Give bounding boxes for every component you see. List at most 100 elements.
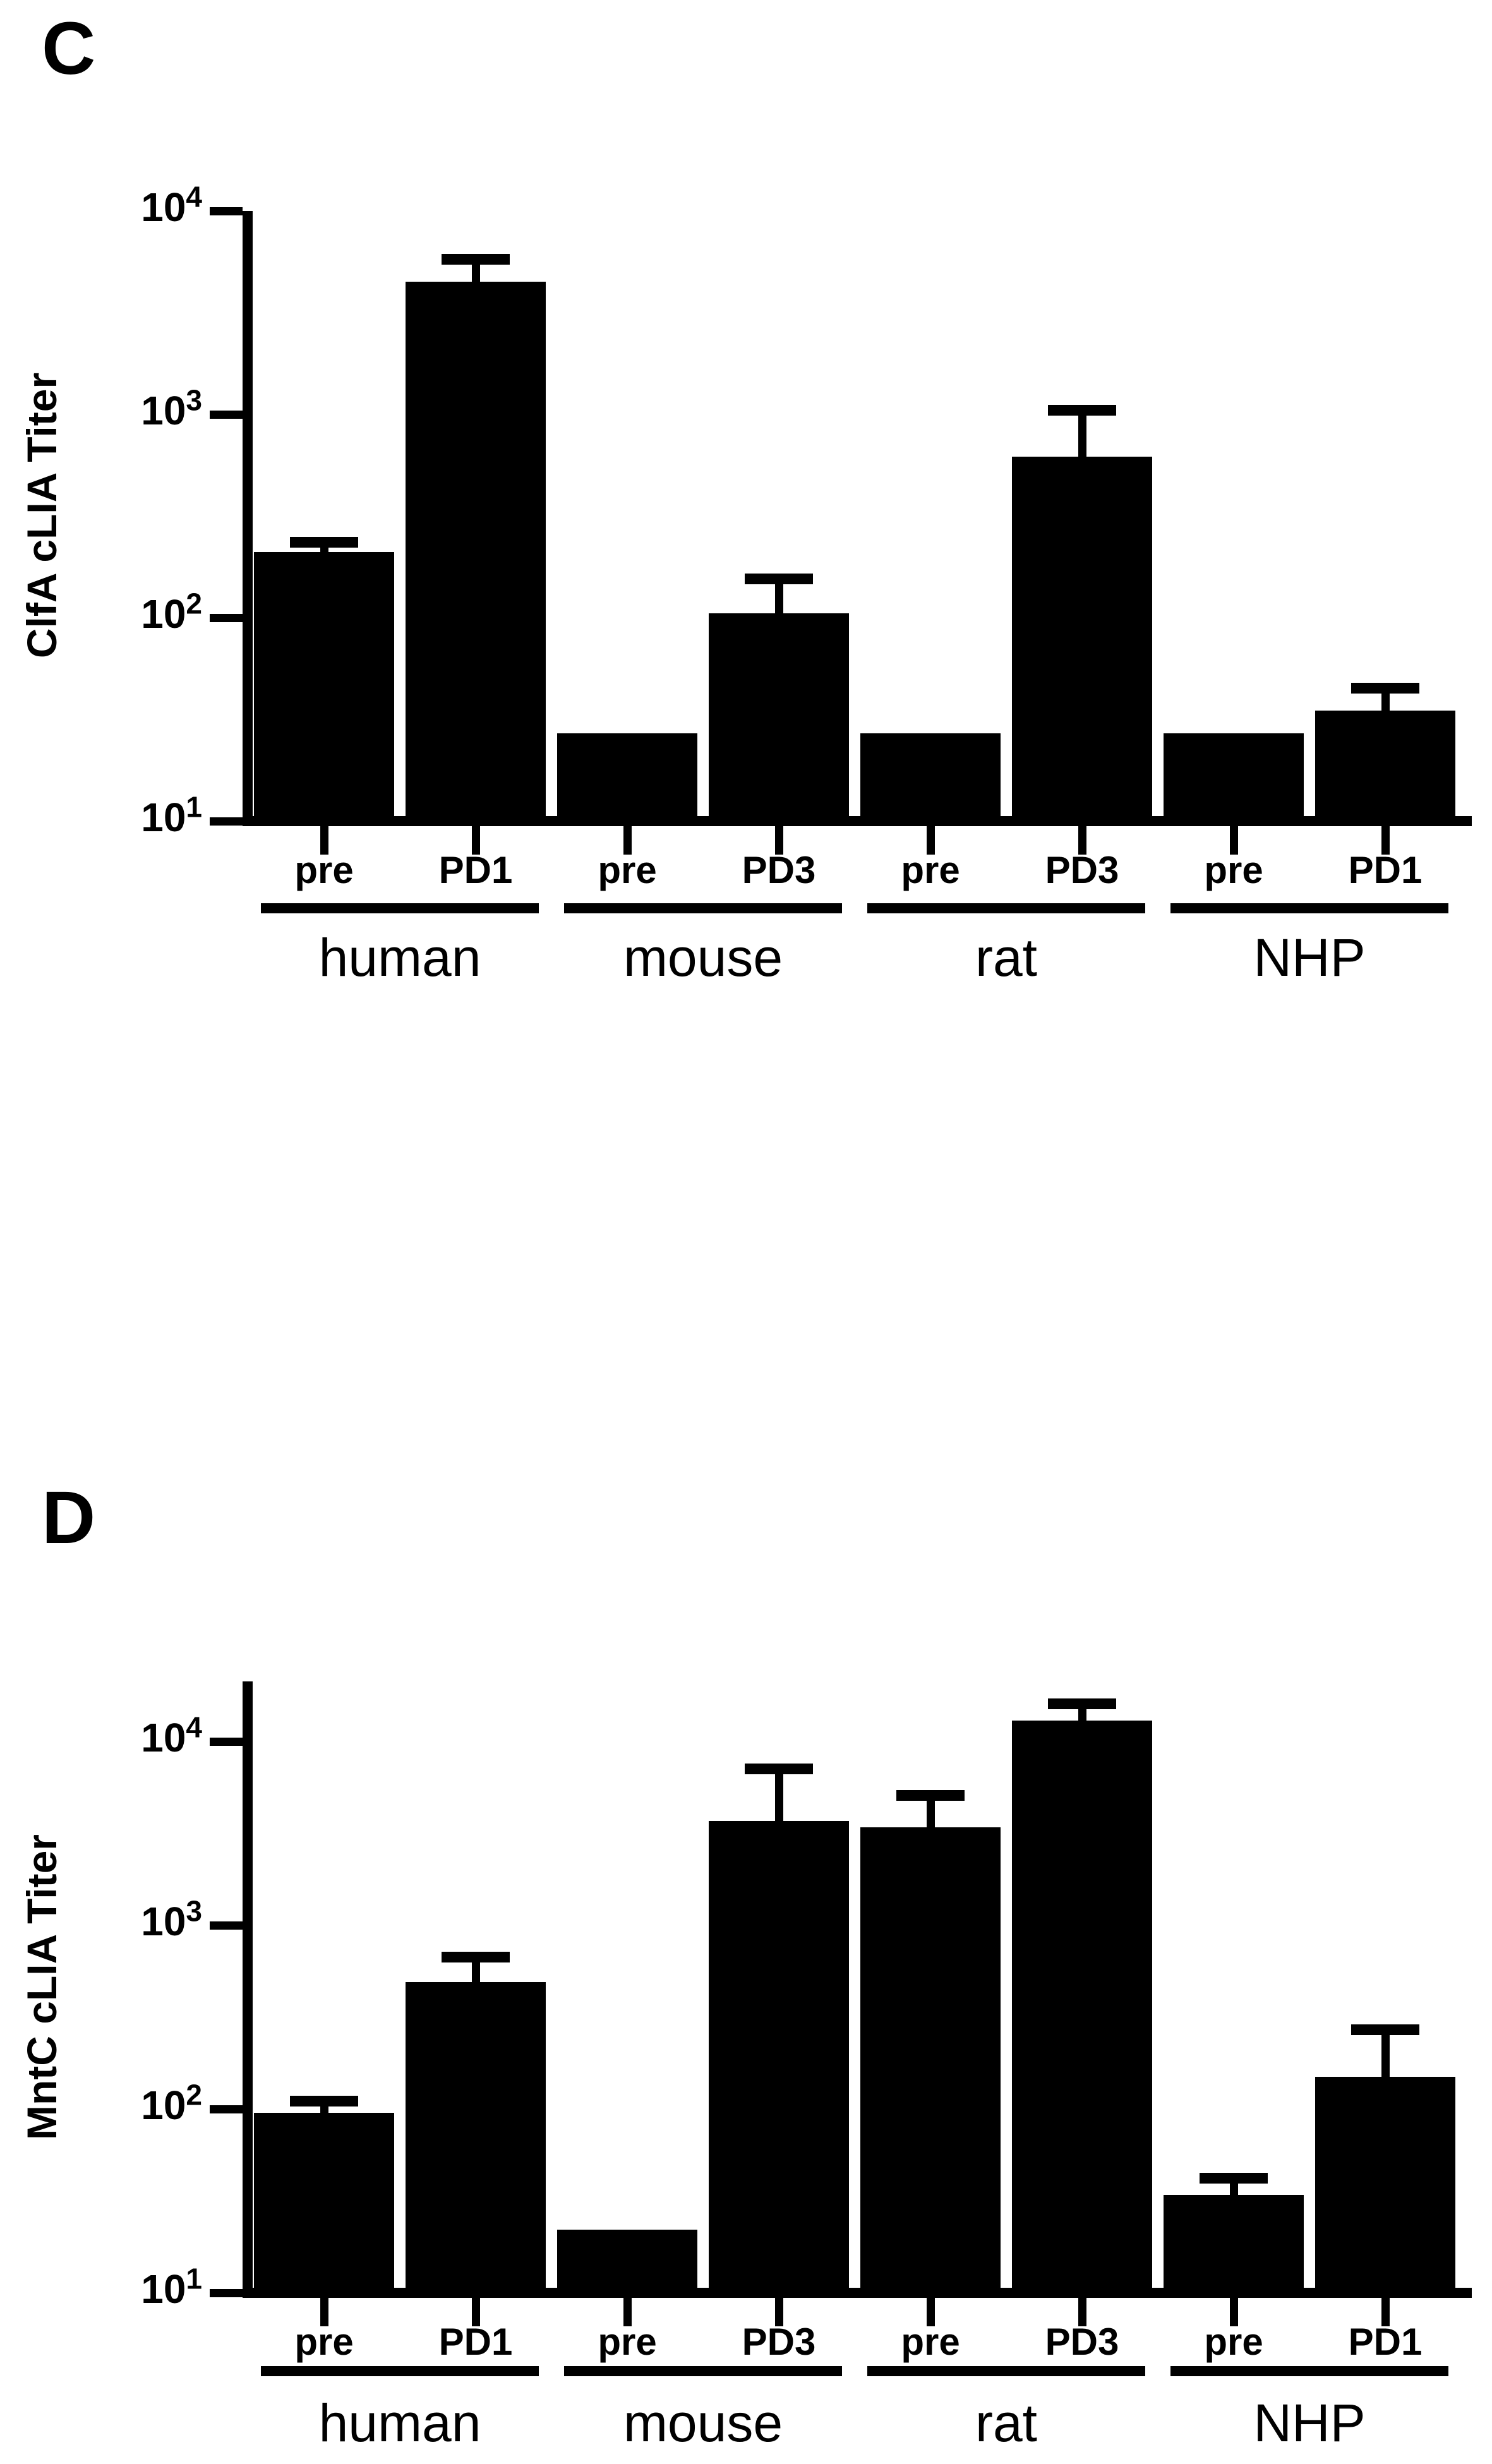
bar-mouse-pre [557,2230,697,2293]
y-axis-tick [210,613,243,622]
bar-rat-PD3 [1012,1720,1152,2293]
bar-mouse-PD3 [709,1820,849,2293]
x-axis-tick [1381,2298,1390,2326]
group-label-human: human [318,928,481,987]
x-tick-label-PD3: PD3 [1045,2321,1119,2363]
y-tick-label: 103 [141,1894,202,1944]
error-bar-line [1381,2029,1390,2077]
x-tick-label-pre: pre [294,849,354,891]
y-axis-line [243,1681,253,2298]
error-bar-line [774,1769,783,1821]
y-axis-tick [210,1737,243,1746]
x-axis-tick [1229,826,1238,855]
x-tick-label-PD1: PD1 [438,849,513,891]
x-tick-label-pre: pre [901,2321,960,2363]
y-tick-label: 101 [141,790,202,840]
x-tick-label-PD3: PD3 [1045,849,1119,891]
x-tick-label-PD1: PD1 [1348,849,1423,891]
panel-d-y-axis-title: MntC cLIA Titer [18,1834,65,2141]
x-axis-tick [320,2298,328,2326]
y-tick-label: 104 [141,1710,202,1760]
bar-human-pre [254,552,394,821]
x-tick-label-pre: pre [598,2321,657,2363]
group-label-human: human [318,2393,481,2453]
y-axis-tick [210,410,243,419]
group-underline-human [261,2366,539,2376]
x-axis-tick [1078,826,1086,855]
bar-rat-pre [860,1827,1001,2293]
bar-rat-PD3 [1012,456,1152,821]
y-axis-tick [210,817,243,826]
bar-NHP-pre [1164,2195,1304,2293]
error-bar-cap [442,253,510,265]
y-tick-label: 102 [141,2078,202,2128]
group-underline-rat [867,903,1145,913]
error-bar-cap [1351,2024,1419,2035]
x-tick-label-PD3: PD3 [742,2321,816,2363]
x-axis-tick [1078,2298,1086,2326]
x-axis-tick [471,2298,480,2326]
error-bar-cap [290,2096,358,2107]
bar-NHP-pre [1164,733,1304,821]
x-tick-label-PD3: PD3 [742,849,816,891]
y-tick-label: 104 [141,180,202,230]
x-axis-tick [623,2298,632,2326]
error-bar-line [471,1957,480,1983]
group-underline-mouse [564,2366,842,2376]
group-underline-human [261,903,539,913]
panel-c-y-axis-title: ClfA cLIA Titer [18,372,65,659]
bar-NHP-PD1 [1315,710,1455,821]
error-bar-line [774,579,783,614]
bar-human-PD1 [406,1982,546,2293]
y-axis-tick [210,207,243,215]
bar-mouse-pre [557,733,697,821]
group-label-NHP: NHP [1253,2393,1366,2453]
x-axis-tick [926,826,935,855]
bar-NHP-PD1 [1315,2076,1455,2293]
x-axis-tick [926,2298,935,2326]
error-bar-cap [896,1789,965,1801]
x-axis-tick [1381,826,1390,855]
error-bar-cap [745,1763,813,1774]
group-label-rat: rat [975,928,1038,987]
y-tick-label: 103 [141,383,202,433]
y-axis-tick [210,1921,243,1930]
x-tick-label-pre: pre [294,2321,354,2363]
x-axis-tick [1229,2298,1238,2326]
y-axis-tick [210,2105,243,2113]
error-bar-cap [290,537,358,548]
error-bar-cap [442,1952,510,1963]
group-label-NHP: NHP [1253,928,1366,987]
y-tick-label: 102 [141,587,202,637]
group-underline-NHP [1170,903,1448,913]
group-underline-mouse [564,903,842,913]
error-bar-cap [745,574,813,585]
x-tick-label-pre: pre [1204,2321,1263,2363]
x-axis-tick [471,826,480,855]
bar-human-pre [254,2113,394,2293]
error-bar-cap [1200,2173,1268,2184]
error-bar-cap [1048,404,1116,416]
panel-c-letter: C [42,7,96,90]
panel-d-letter: D [42,1476,96,1560]
group-label-mouse: mouse [623,2393,783,2453]
group-underline-rat [867,2366,1145,2376]
y-tick-label: 101 [141,2262,202,2312]
x-tick-label-PD1: PD1 [438,2321,513,2363]
bar-human-PD1 [406,281,546,821]
error-bar-cap [1048,1698,1116,1710]
x-tick-label-PD1: PD1 [1348,2321,1423,2363]
error-bar-line [1381,688,1390,711]
y-axis-line [243,211,253,826]
error-bar-cap [1351,683,1419,694]
bar-rat-pre [860,733,1001,821]
x-tick-label-pre: pre [598,849,657,891]
group-label-mouse: mouse [623,928,783,987]
x-axis-tick [774,826,783,855]
error-bar-line [471,259,480,282]
x-axis-tick [774,2298,783,2326]
x-axis-tick [320,826,328,855]
group-underline-NHP [1170,2366,1448,2376]
error-bar-line [926,1795,935,1828]
